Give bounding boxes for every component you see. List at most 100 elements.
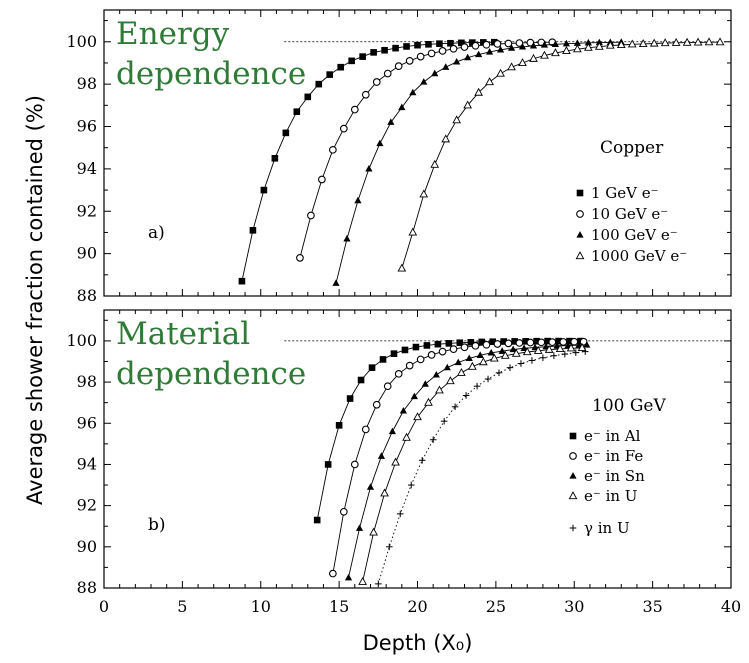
data-point	[383, 382, 392, 391]
data-point	[339, 507, 348, 516]
panel-a: 88 90 92 94 96 98 100 Energy dependence Copper a) 1…	[66, 9, 732, 305]
y-tick-label: 88	[77, 578, 97, 597]
data-point	[402, 432, 411, 441]
data-point	[442, 63, 450, 70]
data-point	[509, 345, 517, 353]
data-point	[504, 39, 513, 48]
data-point	[249, 227, 257, 234]
legend-label: γ in U	[584, 519, 630, 537]
data-point	[383, 69, 392, 78]
data-point	[416, 52, 425, 61]
x-tick-label: 40	[721, 597, 741, 616]
panel-a-series-3	[332, 38, 625, 286]
data-point	[447, 39, 454, 47]
data-point	[462, 392, 470, 399]
y-tick-label: 100	[66, 32, 97, 51]
data-point	[260, 186, 268, 194]
legend-marker	[576, 210, 584, 218]
data-point	[365, 164, 373, 172]
data-point	[392, 44, 399, 52]
data-point	[399, 407, 407, 414]
data-point	[467, 339, 475, 346]
legend-marker	[569, 432, 577, 440]
data-point	[405, 56, 414, 65]
data-point	[361, 90, 370, 99]
data-point	[562, 39, 571, 47]
legend-marker	[568, 491, 578, 500]
data-point	[555, 344, 565, 353]
data-point	[540, 41, 549, 48]
data-point	[394, 62, 403, 70]
data-point	[493, 40, 502, 48]
y-tick-label: 98	[77, 372, 97, 391]
data-point	[496, 68, 505, 77]
data-point	[561, 350, 569, 358]
x-tick-label: 5	[177, 597, 187, 616]
data-point	[414, 41, 421, 49]
data-point	[482, 340, 491, 349]
y-tick-label: 96	[77, 117, 97, 136]
panel-b-series-2	[329, 337, 588, 578]
data-point	[326, 71, 334, 78]
series-line	[332, 341, 584, 574]
data-point	[348, 57, 355, 65]
data-point	[238, 277, 246, 285]
data-point	[409, 88, 417, 96]
panel-b-series-1	[313, 337, 584, 524]
panel-b-series-3	[344, 341, 591, 581]
data-point	[449, 345, 458, 353]
data-point	[438, 347, 447, 356]
data-point	[520, 344, 528, 351]
data-point	[573, 39, 581, 46]
data-point	[449, 44, 458, 53]
data-point	[551, 40, 560, 47]
data-point	[544, 337, 551, 345]
data-point	[515, 339, 524, 347]
panel-a-series-1	[238, 38, 498, 285]
legend-marker	[569, 452, 577, 460]
data-point	[496, 45, 505, 53]
data-point	[474, 87, 483, 96]
data-point	[361, 425, 370, 434]
data-point	[581, 348, 589, 355]
panel-a-ticks	[103, 10, 732, 297]
panel-a-title-line-1: Energy	[116, 16, 230, 52]
data-point	[313, 516, 321, 524]
legend-marker	[569, 524, 577, 532]
data-point	[471, 41, 480, 50]
data-point	[485, 77, 494, 86]
data-point	[357, 376, 365, 384]
data-point	[453, 58, 461, 65]
y-tick-label: 100	[66, 331, 97, 350]
legend-marker	[569, 472, 577, 479]
data-point	[570, 337, 579, 346]
data-point	[293, 108, 301, 115]
data-point	[372, 78, 381, 86]
panel-a-material-label: Copper	[600, 138, 664, 158]
data-point	[584, 38, 592, 46]
data-point	[315, 80, 323, 88]
panel-b-title-line-1: Material	[116, 316, 250, 352]
panel-b-letter: b)	[148, 515, 166, 535]
y-tick-label: 94	[77, 159, 97, 178]
x-tick-label: 20	[407, 597, 427, 616]
data-point	[307, 211, 315, 220]
data-point	[464, 53, 472, 61]
data-point	[480, 39, 487, 46]
legend-label: 1 GeV e⁻	[591, 184, 659, 202]
data-point	[506, 364, 514, 371]
x-tick-label: 15	[329, 597, 349, 616]
data-point	[418, 457, 426, 464]
legend-label: 10 GeV e⁻	[591, 205, 668, 223]
data-point	[463, 100, 473, 109]
legend-label: e⁻ in Sn	[584, 467, 645, 485]
data-point	[671, 38, 681, 46]
panel-a-title-line-2: dependence	[116, 56, 306, 92]
data-point	[555, 337, 562, 345]
data-point	[468, 361, 477, 370]
data-point	[443, 363, 451, 371]
data-point	[484, 375, 492, 383]
data-point	[515, 39, 524, 47]
data-point	[381, 46, 388, 54]
data-point	[405, 361, 414, 370]
